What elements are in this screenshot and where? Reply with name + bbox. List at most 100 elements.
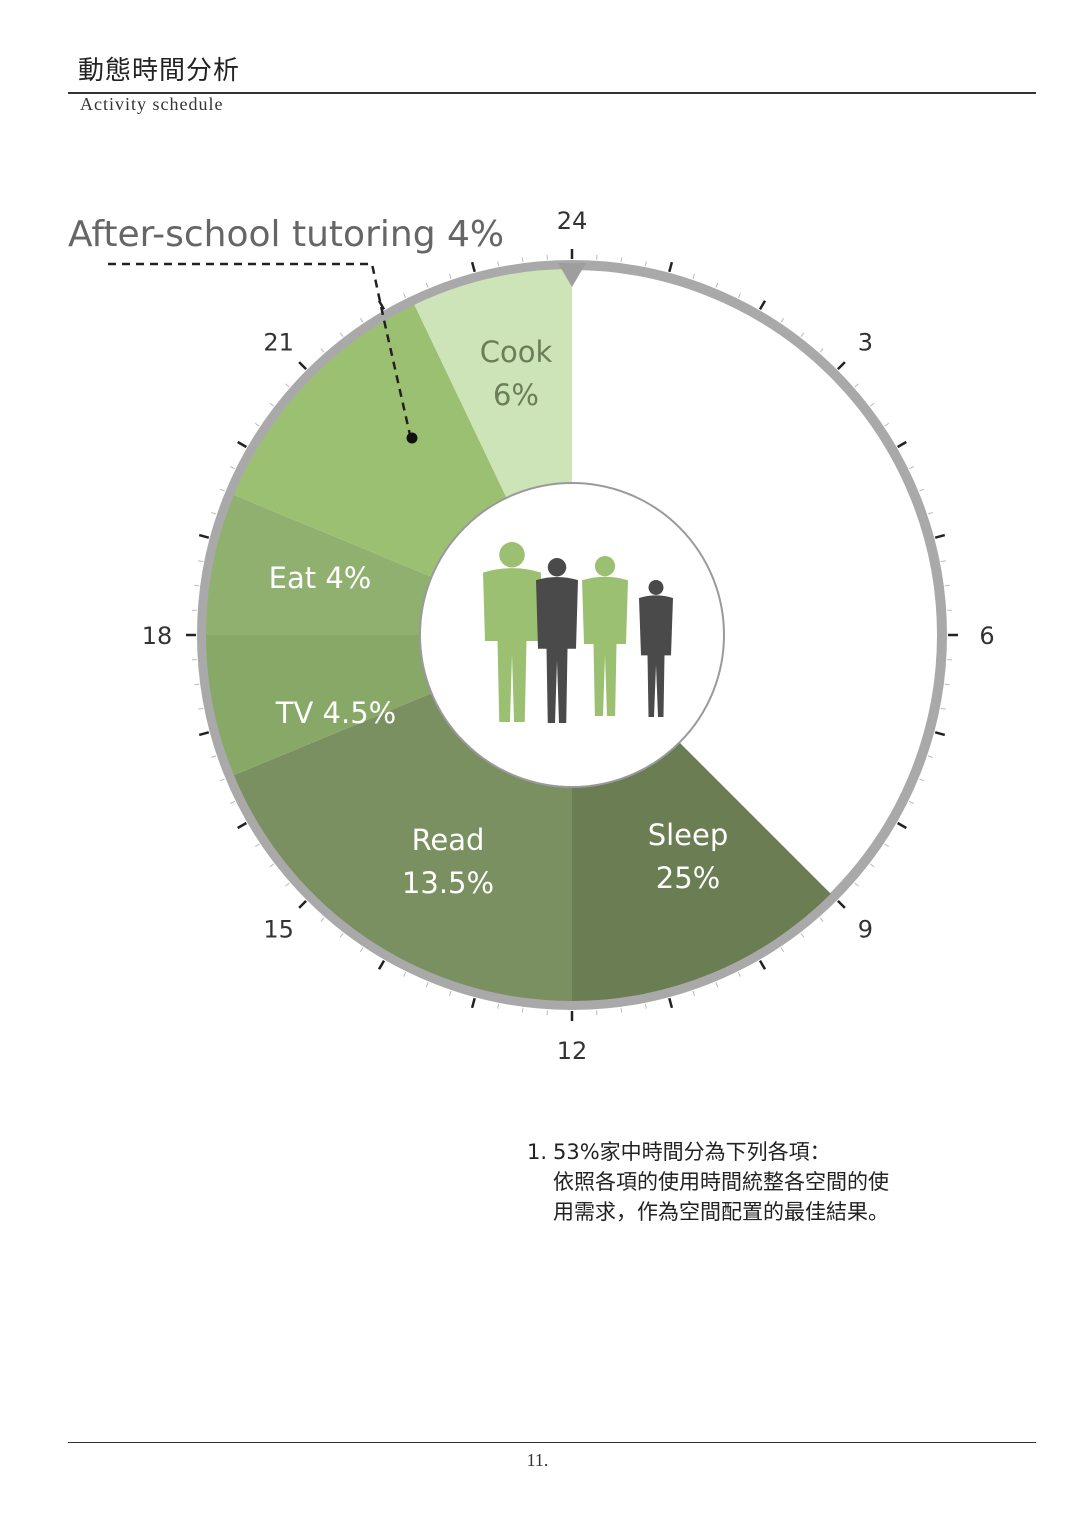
clock-hour-label: 9: [858, 915, 873, 943]
minor-tick: [819, 348, 824, 353]
minor-tick: [644, 261, 647, 267]
callout-dot: [406, 432, 418, 444]
minor-tick: [780, 947, 785, 953]
minor-tick: [908, 466, 914, 470]
minor-tick: [800, 332, 805, 337]
minor-tick: [320, 348, 325, 353]
minor-tick: [359, 317, 364, 323]
page-number: 11.: [526, 1450, 549, 1470]
minor-tick: [425, 982, 429, 988]
callout-label: After-school tutoring 4%: [68, 214, 504, 255]
minor-tick: [940, 560, 946, 563]
minor-tick: [800, 932, 805, 938]
minor-tick: [449, 990, 452, 996]
family-silhouettes-icon: [483, 542, 673, 723]
minor-tick: [692, 274, 695, 280]
minor-tick: [285, 882, 290, 887]
header-divider: [68, 92, 1036, 94]
minor-tick: [884, 843, 890, 848]
clock-hour-label: 3: [858, 329, 873, 357]
hour-tick: [934, 533, 946, 539]
hour-tick: [668, 997, 674, 1009]
hour-tick: [934, 731, 946, 737]
minor-tick: [449, 274, 452, 280]
analysis-note: 1. 53%家中時間分為下列各項： 依照各項的使用時間統整各空間的使 用需求，作為…: [527, 1137, 889, 1227]
minor-tick: [219, 488, 225, 492]
minor-tick: [737, 971, 741, 977]
minor-tick: [644, 1003, 647, 1009]
minor-tick: [425, 282, 429, 288]
hour-tick: [237, 821, 248, 830]
minor-tick: [198, 707, 204, 710]
minor-tick: [919, 488, 925, 492]
page-subtitle: Activity schedule: [80, 94, 224, 114]
slice-label: Eat 4%: [269, 561, 372, 595]
hour-tick: [758, 959, 767, 970]
hour-tick: [758, 300, 767, 311]
minor-tick: [198, 560, 204, 563]
note-line-1: 53%家中時間分為下列各項：: [553, 1140, 831, 1164]
minor-tick: [211, 755, 217, 758]
minor-tick: [919, 778, 925, 782]
minor-tick: [521, 257, 524, 263]
minor-tick: [620, 1007, 623, 1013]
minor-tick: [230, 466, 236, 470]
minor-tick: [854, 882, 859, 887]
minor-tick: [403, 293, 407, 299]
minor-tick: [497, 1003, 500, 1009]
hour-tick: [896, 440, 907, 449]
slice-value-label: 25%: [656, 861, 720, 895]
slice-label: Sleep: [648, 818, 729, 852]
minor-tick: [908, 800, 914, 804]
note-line-3: 用需求，作為空間配置的最佳結果。: [553, 1200, 889, 1224]
minor-tick: [737, 293, 741, 299]
minor-tick: [715, 982, 719, 988]
slice-value-label: 13.5%: [402, 866, 494, 900]
clock-hour-label: 6: [979, 622, 994, 650]
slice-value-label: 6%: [493, 378, 539, 412]
activity-clock-chart: 24 3 6 9 12 15 18 21 Sleep 25% Read 13.5% TV 4.5% Eat…: [0, 180, 1075, 1100]
footer-divider: [68, 1442, 1036, 1443]
slice-label: Cook: [480, 335, 553, 369]
minor-tick: [285, 383, 290, 388]
note-line-2: 依照各項的使用時間統整各空間的使: [553, 1170, 889, 1194]
minor-tick: [219, 778, 225, 782]
chart-svg: 24 3 6 9 12 15 18 21 Sleep 25% Read 13.5% TV 4.5% Eat…: [68, 207, 995, 1065]
hour-tick: [470, 261, 476, 273]
minor-tick: [521, 1007, 524, 1013]
minor-tick: [230, 800, 236, 804]
clock-hour-label: 21: [263, 329, 294, 357]
minor-tick: [269, 863, 275, 868]
minor-tick: [620, 257, 623, 263]
callout-leader-line: [108, 262, 412, 436]
clock-hour-label: 18: [142, 622, 173, 650]
hour-tick: [198, 533, 210, 539]
slice-label: Read: [412, 823, 485, 857]
minor-tick: [254, 843, 260, 848]
midnight-marker-icon: [558, 263, 586, 287]
minor-tick: [339, 332, 344, 337]
minor-tick: [884, 422, 890, 427]
minor-tick: [269, 402, 275, 407]
clock-hour-label: 24: [557, 207, 588, 235]
slice-label: TV 4.5%: [275, 696, 396, 730]
minor-tick: [780, 317, 785, 323]
minor-tick: [211, 512, 217, 515]
hour-tick: [298, 361, 307, 370]
hour-tick: [237, 440, 248, 449]
minor-tick: [194, 683, 200, 686]
minor-tick: [940, 707, 946, 710]
hour-tick: [470, 997, 476, 1009]
note-number: 1.: [527, 1140, 548, 1164]
minor-tick: [819, 917, 824, 922]
page-title: 動態時間分析: [78, 56, 241, 86]
hour-tick: [668, 261, 674, 273]
minor-tick: [497, 261, 500, 267]
clock-hour-label: 12: [557, 1037, 588, 1065]
hour-tick: [896, 821, 907, 830]
minor-tick: [944, 683, 950, 686]
minor-tick: [927, 512, 933, 515]
hour-tick: [198, 731, 210, 737]
minor-tick: [194, 584, 200, 587]
minor-tick: [854, 383, 859, 388]
